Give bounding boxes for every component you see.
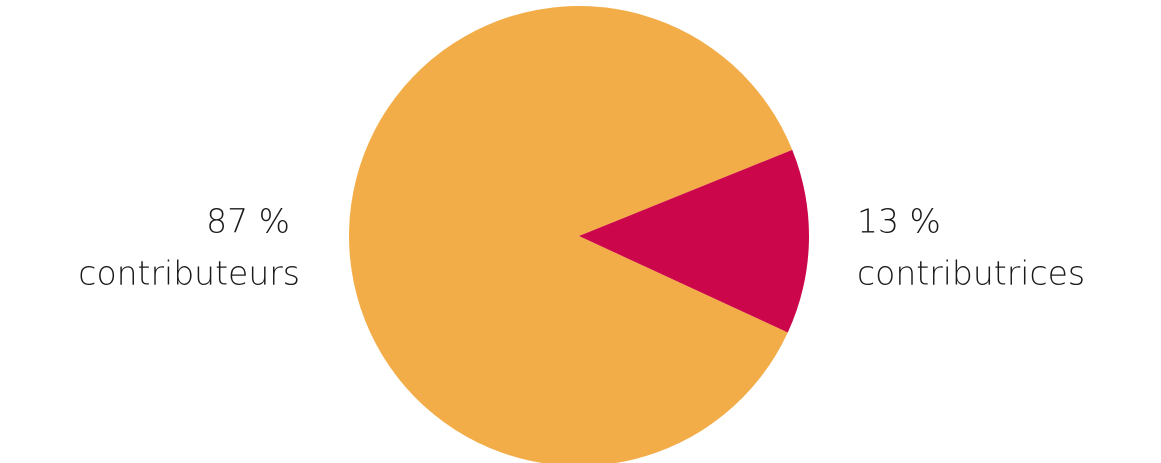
pie-slice: [349, 6, 793, 463]
value-label: 13 %: [857, 202, 941, 241]
pie-slice: [579, 149, 809, 333]
category-label: contributrices: [857, 254, 1085, 293]
category-label: contributeurs: [78, 254, 300, 293]
value-label: 87 %: [206, 202, 290, 241]
